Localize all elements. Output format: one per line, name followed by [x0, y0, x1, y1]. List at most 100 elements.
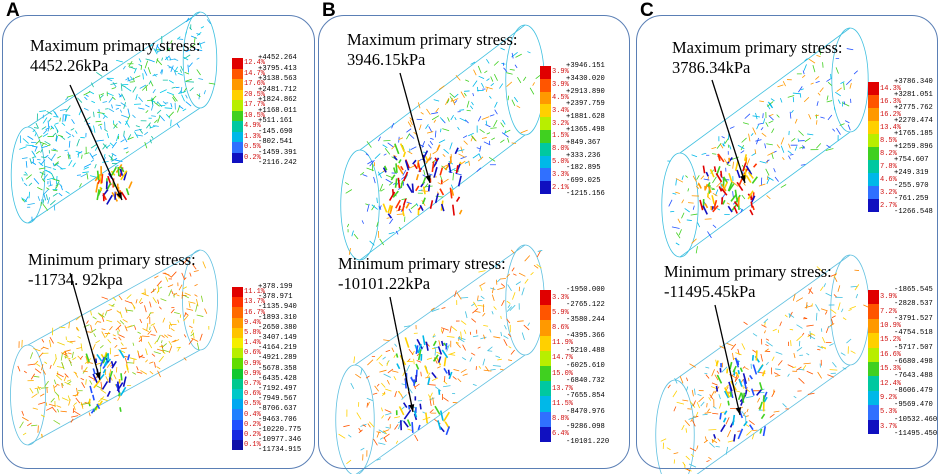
stress-vector: [407, 428, 413, 431]
hotspot-vector: [752, 205, 755, 211]
stress-vector: [108, 108, 115, 113]
stress-vector: [37, 187, 43, 191]
stress-vector: [147, 67, 151, 75]
legend-swatch: [232, 100, 243, 111]
stress-vector: [468, 160, 471, 166]
stress-vector: [169, 58, 176, 61]
stress-vector: [460, 368, 467, 373]
stress-vector: [132, 342, 135, 346]
stress-vector: [61, 382, 64, 387]
stress-vector: [673, 452, 679, 455]
stress-vector: [507, 333, 512, 337]
stress-vector: [71, 119, 75, 124]
stress-vector: [681, 175, 684, 180]
hotspot-vector: [400, 180, 404, 189]
stress-vector: [803, 96, 810, 103]
stress-vector: [473, 301, 478, 308]
hotspot-vector: [120, 191, 128, 201]
stress-vector: [47, 144, 51, 147]
legend-percent: 0.4%: [244, 410, 261, 419]
stress-vector: [700, 175, 705, 180]
hotspot-vector: [92, 373, 98, 384]
stress-vector: [827, 325, 831, 328]
stress-vector: [200, 26, 205, 29]
stress-vector: [741, 194, 746, 200]
hotspot-vector: [106, 390, 111, 397]
stress-vector: [774, 176, 779, 182]
legend-swatch: [868, 121, 879, 134]
stress-vector: [93, 333, 96, 338]
stress-vector: [480, 295, 485, 300]
stress-vector: [199, 333, 203, 341]
stress-vector: [367, 401, 370, 406]
stress-vector: [677, 218, 681, 224]
stress-vector: [106, 361, 112, 369]
stress-vector: [483, 141, 491, 146]
stress-vector: [382, 144, 388, 149]
stress-vector: [374, 385, 379, 392]
stress-vector: [791, 110, 794, 114]
legend-value: -378.971: [258, 293, 293, 302]
stress-vector: [741, 343, 746, 350]
stress-vector: [387, 142, 394, 148]
stress-vector: [510, 349, 515, 355]
stress-vector: [441, 307, 446, 309]
stress-vector: [45, 169, 52, 175]
stress-vector: [119, 311, 123, 319]
stress-vector: [502, 119, 506, 125]
stress-vector: [151, 105, 154, 111]
stress-vector: [517, 77, 522, 84]
stress-vector: [840, 352, 846, 356]
stress-vector: [443, 148, 450, 154]
stress-vector: [721, 366, 728, 373]
legend-percent: 1.3%: [244, 132, 261, 141]
stress-vector: [725, 446, 729, 455]
stress-vector: [767, 151, 775, 156]
stress-vector: [416, 360, 422, 363]
stress-vector: [816, 143, 822, 149]
stress-vector: [46, 110, 53, 115]
hotspot-vector: [122, 376, 127, 387]
hotspot-vector: [729, 391, 732, 397]
stress-vector: [106, 132, 110, 139]
stress-vector: [19, 421, 24, 429]
legend-value: +1259.896: [894, 143, 933, 151]
legend-swatch: [540, 350, 551, 366]
stress-vector: [751, 433, 755, 440]
hotspot-vector: [711, 195, 715, 205]
stress-vector: [28, 191, 31, 199]
stress-vector: [203, 90, 206, 95]
stress-vector: [188, 301, 196, 304]
stress-vector: [101, 112, 108, 119]
stress-vector: [723, 158, 729, 165]
legend-swatch: [540, 305, 551, 321]
stress-vector: [95, 340, 101, 344]
stress-vector: [50, 153, 56, 161]
stress-vector: [124, 357, 128, 365]
stress-vector: [744, 367, 749, 370]
stress-vector: [460, 320, 467, 325]
stress-vector: [41, 156, 47, 159]
legend-percent: 16.2%: [880, 110, 902, 119]
hotspot-vector: [761, 370, 766, 377]
stress-vector: [719, 403, 722, 409]
stress-vector: [138, 58, 142, 63]
stress-vector: [471, 101, 474, 106]
stress-vector: [503, 130, 507, 135]
stress-vector: [754, 149, 757, 155]
stress-vector: [67, 154, 70, 160]
stress-vector: [46, 406, 54, 411]
stress-vector: [675, 178, 684, 183]
hotspot-vector: [727, 205, 733, 213]
stress-vector: [846, 338, 852, 344]
stress-vector: [490, 127, 497, 129]
stress-vector: [710, 187, 715, 190]
stress-vector: [100, 381, 103, 390]
legend-value: +1881.628: [566, 113, 605, 122]
stress-vector: [431, 377, 439, 381]
stress-vector: [732, 191, 734, 198]
stress-vector: [112, 334, 116, 337]
hotspot-vector: [762, 426, 767, 437]
stress-vector: [182, 257, 189, 265]
stress-vector: [700, 401, 705, 407]
